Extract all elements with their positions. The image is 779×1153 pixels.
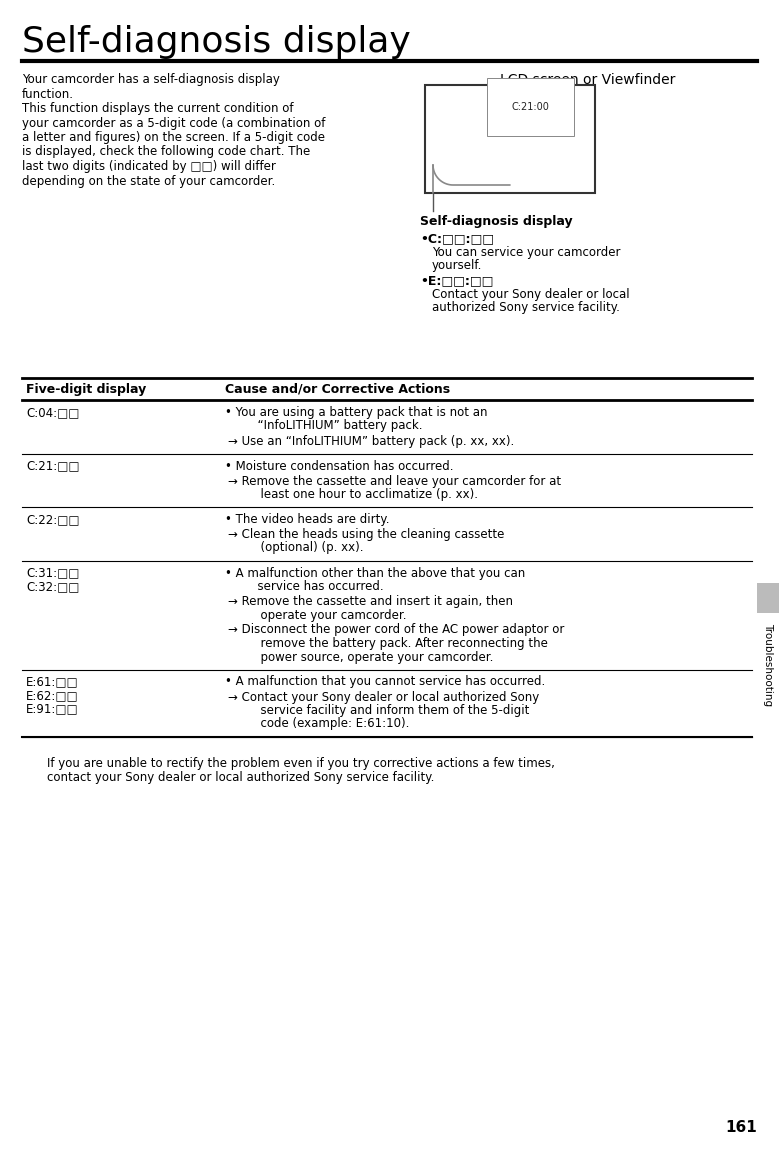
Text: • The video heads are dirty.: • The video heads are dirty. [225, 513, 390, 526]
Text: Self-diagnosis display: Self-diagnosis display [22, 25, 411, 59]
Text: last two digits (indicated by □□) will differ: last two digits (indicated by □□) will d… [22, 160, 276, 173]
Text: is displayed, check the following code chart. The: is displayed, check the following code c… [22, 145, 310, 158]
Text: power source, operate your camcorder.: power source, operate your camcorder. [238, 650, 493, 663]
Text: “InfoLITHIUM” battery pack.: “InfoLITHIUM” battery pack. [235, 420, 422, 432]
Text: a letter and figures) on the screen. If a 5-digit code: a letter and figures) on the screen. If … [22, 131, 325, 144]
Text: → Disconnect the power cord of the AC power adaptor or: → Disconnect the power cord of the AC po… [228, 624, 564, 636]
Text: E:62:□□: E:62:□□ [26, 689, 79, 702]
Text: • A malfunction that you cannot service has occurred.: • A malfunction that you cannot service … [225, 676, 545, 688]
Text: code (example: E:61:10).: code (example: E:61:10). [238, 717, 410, 731]
Text: Your camcorder has a self-diagnosis display: Your camcorder has a self-diagnosis disp… [22, 73, 280, 86]
Text: Five-digit display: Five-digit display [26, 383, 146, 395]
Text: yourself.: yourself. [432, 259, 482, 272]
Text: service has occurred.: service has occurred. [235, 580, 383, 593]
Text: Contact your Sony dealer or local: Contact your Sony dealer or local [432, 288, 629, 301]
Text: C:32:□□: C:32:□□ [26, 580, 79, 593]
Text: This function displays the current condition of: This function displays the current condi… [22, 101, 294, 115]
Text: You can service your camcorder: You can service your camcorder [432, 246, 621, 259]
Text: authorized Sony service facility.: authorized Sony service facility. [432, 301, 620, 314]
Text: C:22:□□: C:22:□□ [26, 513, 79, 526]
Text: → Remove the cassette and leave your camcorder for at: → Remove the cassette and leave your cam… [228, 475, 561, 488]
Text: → Remove the cassette and insert it again, then: → Remove the cassette and insert it agai… [228, 595, 513, 608]
Text: operate your camcorder.: operate your camcorder. [238, 609, 407, 621]
Text: your camcorder as a 5-digit code (a combination of: your camcorder as a 5-digit code (a comb… [22, 116, 326, 129]
Text: C:21:□□: C:21:□□ [26, 460, 79, 473]
Text: Self-diagnosis display: Self-diagnosis display [420, 214, 573, 228]
Text: •E:□□:□□: •E:□□:□□ [420, 274, 493, 287]
Text: (optional) (p. xx).: (optional) (p. xx). [238, 542, 364, 555]
Text: → Contact your Sony dealer or local authorized Sony: → Contact your Sony dealer or local auth… [228, 691, 539, 703]
Text: → Clean the heads using the cleaning cassette: → Clean the heads using the cleaning cas… [228, 528, 504, 541]
Text: •C:□□:□□: •C:□□:□□ [420, 232, 494, 244]
Text: Cause and/or Corrective Actions: Cause and/or Corrective Actions [225, 383, 450, 395]
Text: depending on the state of your camcorder.: depending on the state of your camcorder… [22, 174, 275, 188]
Text: service facility and inform them of the 5-digit: service facility and inform them of the … [238, 704, 530, 717]
Text: C:31:□□: C:31:□□ [26, 566, 79, 580]
Text: least one hour to acclimatize (p. xx).: least one hour to acclimatize (p. xx). [238, 488, 478, 502]
Text: • A malfunction other than the above that you can: • A malfunction other than the above tha… [225, 566, 525, 580]
Text: → Use an “InfoLITHIUM” battery pack (p. xx, xx).: → Use an “InfoLITHIUM” battery pack (p. … [228, 435, 514, 447]
Text: contact your Sony dealer or local authorized Sony service facility.: contact your Sony dealer or local author… [47, 770, 435, 784]
Text: LCD screen or Viewfinder: LCD screen or Viewfinder [500, 73, 675, 86]
Text: function.: function. [22, 88, 74, 100]
Text: E:91:□□: E:91:□□ [26, 702, 79, 716]
Text: C:04:□□: C:04:□□ [26, 406, 79, 419]
Bar [757, 583, 779, 613]
Text: remove the battery pack. After reconnecting the: remove the battery pack. After reconnect… [238, 636, 548, 650]
Text: E:61:□□: E:61:□□ [26, 676, 79, 688]
Text: If you are unable to rectify the problem even if you try corrective actions a fe: If you are unable to rectify the problem… [47, 756, 555, 769]
Text: C:21:00: C:21:00 [512, 101, 549, 112]
Text: 161: 161 [725, 1120, 757, 1135]
Text: Troubleshooting: Troubleshooting [763, 623, 773, 706]
Text: • You are using a battery pack that is not an: • You are using a battery pack that is n… [225, 406, 488, 419]
Bar [425, 85, 595, 193]
Text: • Moisture condensation has occurred.: • Moisture condensation has occurred. [225, 460, 453, 473]
